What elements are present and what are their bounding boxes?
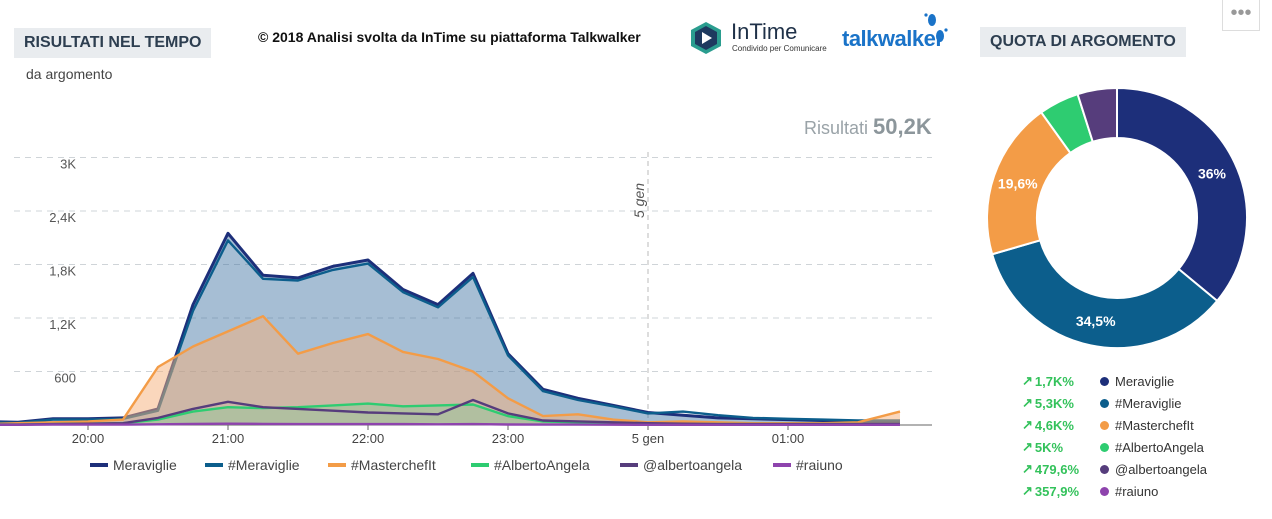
- legend-item[interactable]: #AlbertoAngela: [471, 457, 590, 473]
- y-tick-label: 2,4K: [49, 210, 76, 225]
- stat-change: ↗ 4,6K%: [1022, 417, 1100, 433]
- stat-change-value: 357,9%: [1034, 483, 1079, 499]
- stat-row: ↗ 479,6% @albertoangela: [1022, 458, 1207, 480]
- chart-subtitle: da argomento: [26, 66, 113, 82]
- series-dot: [1100, 442, 1109, 452]
- x-tick-label: 21:00: [212, 431, 245, 446]
- stats-list: ↗ 1,7K% Meraviglie ↗ 5,3K% #Meraviglie ↗ 4,6K% #…: [1022, 370, 1207, 502]
- legend-item[interactable]: #raiuno: [773, 457, 843, 473]
- stat-series-name: Meraviglie: [1115, 373, 1175, 389]
- stat-row: ↗ 5K% #AlbertoAngela: [1022, 436, 1207, 458]
- stat-series-name: #MasterchefIt: [1115, 417, 1194, 433]
- donut-slice[interactable]: [990, 239, 1219, 349]
- donut-slice[interactable]: [986, 110, 1072, 256]
- legend-label: @albertoangela: [643, 457, 742, 473]
- legend-label: Meraviglie: [113, 457, 177, 473]
- intime-logo-icon: [691, 22, 721, 54]
- results-label: Risultati: [804, 118, 869, 138]
- stat-change: ↗ 479,6%: [1022, 461, 1100, 477]
- series-dot: [1100, 420, 1109, 430]
- x-tick-label: 22:00: [352, 431, 385, 446]
- series-area-albertoangela: [0, 403, 900, 425]
- legend-label: #Meraviglie: [228, 457, 300, 473]
- stat-row: ↗ 357,9% #raiuno: [1022, 480, 1207, 502]
- stat-series-name: #Meraviglie: [1115, 395, 1182, 411]
- stat-change-value: 5K%: [1034, 439, 1064, 455]
- donut-slice-label: 36%: [1198, 165, 1227, 181]
- y-tick-label: 3K: [60, 157, 76, 172]
- talkwalker-logo: talkwalker: [842, 26, 944, 51]
- x-tick-label: 23:00: [492, 431, 525, 446]
- stat-series-name: #raiuno: [1115, 483, 1159, 499]
- results-total: Risultati 50,2K: [804, 114, 932, 140]
- stat-change: ↗ 1,7K%: [1022, 373, 1100, 389]
- trend-up-icon: ↗: [1022, 417, 1033, 432]
- series-dot: [1100, 376, 1109, 386]
- footprints-icon: [924, 13, 948, 42]
- intime-tagline: Condivido per Comunicare: [732, 44, 827, 53]
- series-dot: [1100, 464, 1109, 474]
- legend-label: #AlbertoAngela: [494, 457, 590, 473]
- donut-slice[interactable]: [1116, 86, 1248, 303]
- stat-series-name: @albertoangela: [1115, 461, 1207, 477]
- stat-change: ↗ 5,3K%: [1022, 395, 1100, 411]
- chart-title: RISULTATI NEL TEMPO: [14, 28, 212, 58]
- stat-change-value: 4,6K%: [1034, 417, 1074, 433]
- results-value: 50,2K: [873, 114, 932, 139]
- series-area-masterchefit: [0, 316, 900, 425]
- trend-up-icon: ↗: [1022, 439, 1033, 454]
- stat-change: ↗ 5K%: [1022, 439, 1100, 455]
- donut-slice[interactable]: [1039, 92, 1095, 155]
- legend-label: #MasterchefIt: [351, 457, 436, 473]
- x-tick-label: 5 gen: [632, 431, 665, 446]
- trend-up-icon: ↗: [1022, 483, 1033, 498]
- trend-up-icon: ↗: [1022, 461, 1033, 476]
- intime-name: InTime: [731, 19, 798, 44]
- y-tick-label: 600: [54, 371, 76, 386]
- stat-row: ↗ 5,3K% #Meraviglie: [1022, 392, 1207, 414]
- x-tick-label: 20:00: [72, 431, 105, 446]
- legend-label: #raiuno: [796, 457, 843, 473]
- more-menu-button[interactable]: •••: [1222, 0, 1260, 31]
- stat-change-value: 479,6%: [1034, 461, 1079, 477]
- trend-up-icon: ↗: [1022, 395, 1033, 410]
- date-marker-label: 5 gen: [631, 183, 647, 218]
- y-tick-label: 1,8K: [49, 264, 76, 279]
- stat-change-value: 5,3K%: [1034, 395, 1074, 411]
- stat-change-value: 1,7K%: [1034, 373, 1074, 389]
- legend-item[interactable]: #Meraviglie: [205, 457, 300, 473]
- stat-series-name: #AlbertoAngela: [1115, 439, 1204, 455]
- stat-row: ↗ 4,6K% #MasterchefIt: [1022, 414, 1207, 436]
- donut-slice[interactable]: [1076, 86, 1118, 144]
- series-dot: [1100, 398, 1109, 408]
- series-line-raiuno[interactable]: [0, 422, 900, 426]
- stat-change: ↗ 357,9%: [1022, 483, 1100, 499]
- legend-item[interactable]: Meraviglie: [90, 457, 177, 473]
- stat-row: ↗ 1,7K% Meraviglie: [1022, 370, 1207, 392]
- series-dot: [1100, 486, 1109, 496]
- donut-title: QUOTA DI ARGOMENTO: [980, 27, 1186, 57]
- donut-slice-label: 34,5%: [1076, 313, 1116, 329]
- trend-up-icon: ↗: [1022, 373, 1033, 388]
- results-area-chart: 600 1,2K 1,8K 2,4K 3K 5 gen 20:00 21:00 22:00 23:…: [0, 152, 932, 473]
- x-tick-label: 01:00: [772, 431, 805, 446]
- legend-item[interactable]: #MasterchefIt: [328, 457, 436, 473]
- legend-item[interactable]: @albertoangela: [620, 457, 742, 473]
- donut-slice-label: 19,6%: [998, 176, 1038, 192]
- credit-text: © 2018 Analisi svolta da InTime su piatt…: [258, 29, 641, 45]
- y-tick-label: 1,2K: [49, 317, 76, 332]
